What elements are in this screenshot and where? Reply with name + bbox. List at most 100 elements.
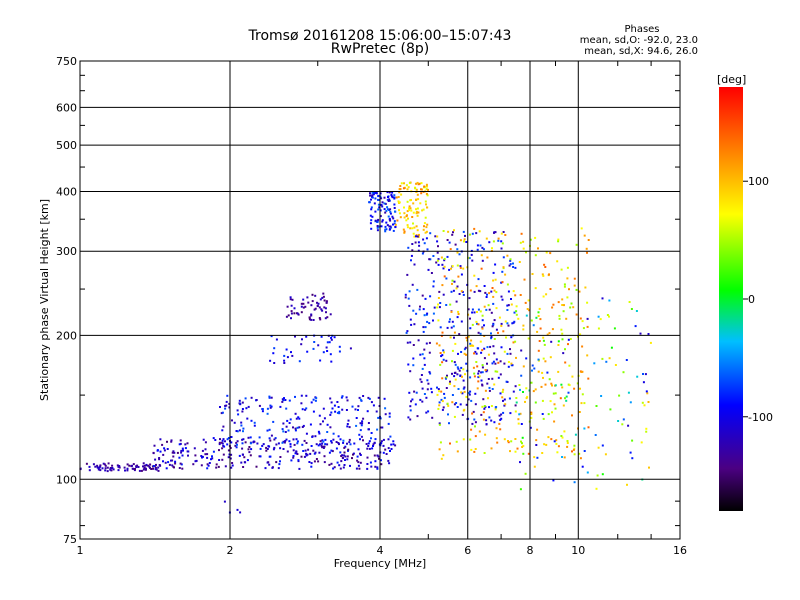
data-point [312,449,315,452]
data-point [166,440,168,443]
data-point [506,322,509,325]
data-point [322,445,325,448]
data-point [106,470,109,473]
y-tick-label: 500 [56,139,77,152]
data-point [431,416,434,419]
data-point [238,429,241,432]
data-point [331,407,334,410]
data-point [586,251,588,254]
data-point [522,391,524,393]
data-point [482,411,485,414]
data-point [226,438,229,441]
data-point [415,210,418,213]
data-point [374,438,377,441]
data-point [290,310,293,313]
data-point [448,241,451,244]
data-point [507,290,510,293]
data-point [381,205,384,208]
data-point [210,458,212,461]
data-point [408,391,411,394]
data-point [357,409,359,411]
data-point [526,395,529,398]
data-point [416,415,419,418]
data-point [631,457,634,460]
data-point [150,468,153,470]
data-point [409,227,412,230]
data-point [474,403,477,406]
data-point [493,289,496,292]
data-point [109,468,112,471]
data-point [556,260,559,263]
data-point [370,465,373,468]
data-point [530,381,533,384]
data-point [366,467,369,470]
data-point [319,440,322,443]
data-point [393,222,396,225]
data-point [179,462,182,465]
y-tick-label: 75 [63,533,77,546]
data-point [285,315,288,318]
data-point [643,404,646,407]
data-point [428,258,431,261]
data-point [387,459,390,462]
data-point [286,450,289,453]
data-point [298,426,301,429]
data-point [345,396,348,399]
data-point [503,404,506,407]
data-point [550,340,553,343]
data-point [294,427,297,430]
data-point [99,464,102,467]
data-point [526,308,529,310]
data-point [464,346,467,349]
data-point [493,319,496,322]
data-point [323,445,326,448]
data-point [94,465,97,468]
data-point [337,442,340,444]
data-point [187,454,189,457]
data-point [323,417,326,420]
data-point [258,436,261,439]
data-point [403,216,406,219]
plot-frame [79,60,681,540]
data-point [317,430,320,433]
data-point [294,335,296,338]
data-point [634,325,637,328]
data-point [240,424,243,427]
data-point [645,427,648,430]
data-point [292,456,295,459]
data-point [351,457,353,460]
data-point [278,463,281,466]
data-point [272,448,275,451]
data-point [322,351,325,354]
data-point [493,352,496,355]
data-point [369,214,372,217]
data-point [471,344,474,347]
data-point [503,438,506,441]
data-point [142,465,144,468]
data-point [561,332,564,335]
data-point [374,465,377,468]
data-point [500,240,503,243]
data-point [242,427,245,430]
data-point [406,330,409,333]
data-point [458,333,461,336]
data-point [486,382,489,385]
data-point [230,466,233,469]
data-point [377,396,380,399]
data-point [451,349,454,352]
data-point [152,452,155,455]
data-point [224,465,227,468]
data-point [311,293,314,296]
data-point [99,465,102,468]
data-point [250,419,253,422]
data-point [416,181,419,184]
data-point [429,372,432,375]
data-point [415,198,418,201]
data-point [494,370,497,373]
data-point [381,219,384,222]
data-point [483,452,486,454]
data-point [515,310,518,313]
data-point [541,273,544,276]
data-point [460,320,463,323]
data-point [438,290,441,293]
